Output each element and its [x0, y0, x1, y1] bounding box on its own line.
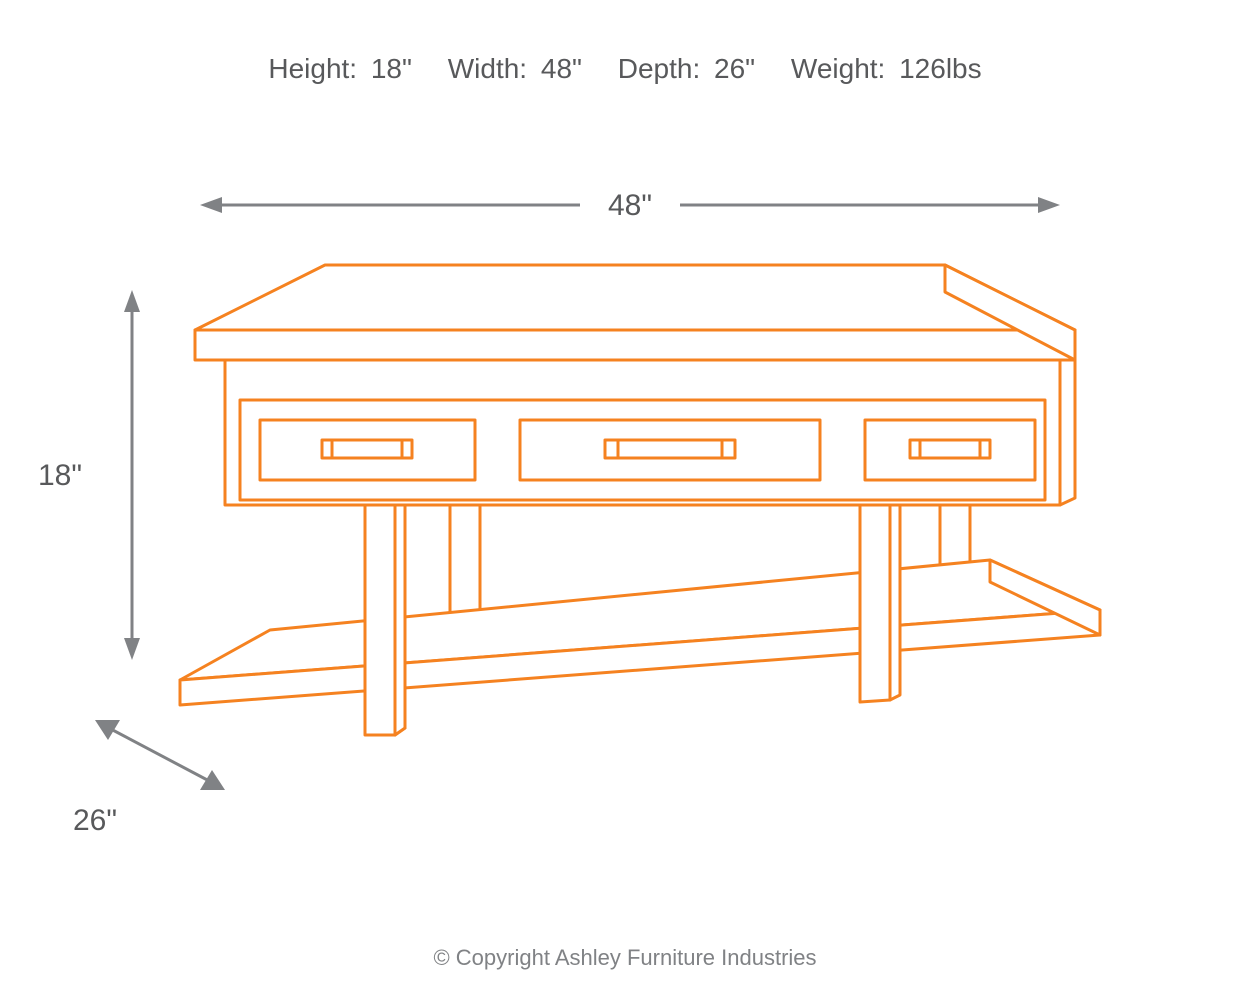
furniture-diagram: [180, 265, 1100, 735]
width-value: 48": [541, 53, 582, 84]
depth-value: 26": [714, 53, 755, 84]
width-dimension: 48": [200, 189, 1060, 222]
lower-shelf: [180, 560, 1100, 705]
drawers: [260, 420, 1035, 480]
spec-line: Height: 18" Width: 48" Depth: 26" Weight…: [268, 53, 981, 84]
depth-dimension: 26": [73, 720, 225, 837]
depth-label: Depth:: [618, 53, 701, 84]
svg-text:Height: 18" Width:: Height: 18" Width: 48" Depth: 26" Weight…: [268, 53, 981, 84]
depth-dimension-label: 26": [73, 804, 117, 837]
weight-value: 126lbs: [899, 53, 982, 84]
height-dimension-label: 18": [38, 459, 82, 492]
width-dimension-label: 48": [608, 189, 652, 222]
height-dimension: 18": [38, 290, 140, 660]
drawer-handle-left: [322, 440, 412, 458]
copyright-text: © Copyright Ashley Furniture Industries: [433, 945, 816, 970]
weight-label: Weight:: [791, 53, 885, 84]
drawer-handle-right: [910, 440, 990, 458]
height-label: Height:: [268, 53, 357, 84]
drawer-handle-center: [605, 440, 735, 458]
tabletop: [195, 265, 1075, 370]
width-label: Width:: [448, 53, 527, 84]
height-value: 18": [371, 53, 412, 84]
